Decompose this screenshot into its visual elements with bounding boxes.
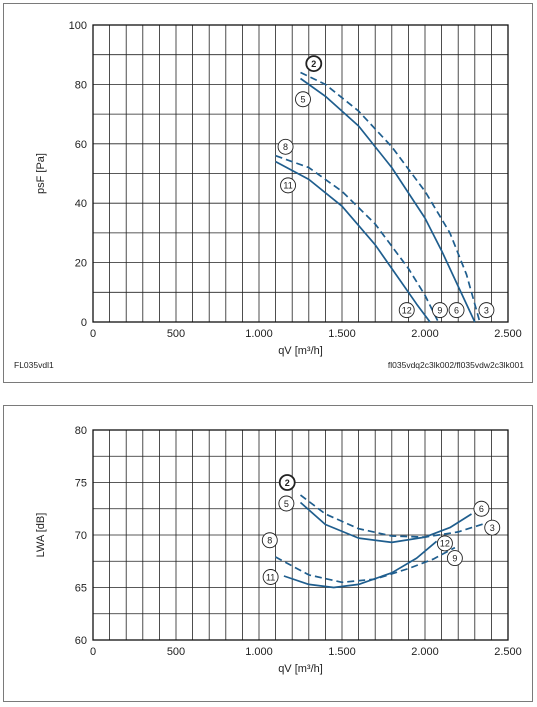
y-tick-label: 70	[75, 530, 87, 542]
x-axis-label: qV [m³/h]	[278, 345, 323, 357]
callout-label: 2	[311, 59, 316, 69]
callout-label: 3	[490, 523, 495, 533]
callout-circle	[277, 138, 294, 155]
x-tick-label: 1.000	[245, 328, 273, 340]
solid-curve	[299, 501, 472, 544]
y-tick-label: 75	[75, 478, 87, 490]
callout-label: 6	[479, 504, 484, 514]
callout-circle	[431, 302, 448, 319]
y-tick-label: 80	[75, 79, 87, 91]
dashed-curve	[275, 154, 440, 323]
dashed-curve	[299, 494, 489, 538]
solid-curve	[275, 160, 431, 323]
sound-chart-panel: 0 500 1.000 1.500 2.000 2.500 60 65 70 75 80 qV [m³…	[3, 405, 533, 702]
callout-label: 11	[266, 572, 275, 582]
callout-circle	[478, 302, 495, 319]
pressure-chart: 0 500 1.000 1.500 2.000 2.500 0 20 40 60 80 100 qV […	[14, 20, 524, 370]
footer-right-code: fl035vdq2c3lk002/fl035vdw2c3lk001	[388, 360, 524, 370]
grid	[93, 25, 508, 322]
callout-label: 3	[484, 305, 489, 315]
plot-frame	[92, 429, 509, 641]
y-tick-label: 20	[75, 258, 87, 270]
callout-label: 2	[285, 478, 290, 488]
callout-circle	[262, 569, 279, 585]
callout-circle	[448, 302, 465, 319]
callout-circle	[278, 495, 295, 512]
callout-label: 9	[452, 553, 457, 563]
y-tick-label: 65	[75, 583, 87, 595]
y-tick-label: 60	[75, 635, 87, 647]
x-tick-label: 2.000	[411, 646, 439, 658]
x-tick-label: 500	[167, 328, 185, 340]
callout-circle	[305, 55, 323, 73]
callouts: 2 5 8 11 12 9 6 3	[277, 55, 495, 319]
plot-frame	[92, 24, 509, 323]
grid	[93, 430, 508, 640]
x-tick-label: 0	[90, 646, 96, 658]
callout-label: 9	[437, 305, 442, 315]
callout-circle	[484, 519, 501, 536]
y-axis-label: psF [Pa]	[35, 153, 47, 194]
x-tick-label: 2.500	[494, 328, 522, 340]
callout-circle	[261, 532, 278, 549]
x-tick-label: 1.500	[328, 328, 356, 340]
callouts: 2 5 8 11 129 63	[261, 474, 501, 585]
x-tick-label: 0	[90, 328, 96, 340]
curves	[275, 71, 481, 323]
x-tick-label: 1.500	[328, 646, 356, 658]
callout-circle	[280, 177, 296, 194]
y-tick-label: 60	[75, 139, 87, 151]
callout-label: 5	[284, 499, 289, 509]
curves	[275, 494, 489, 589]
x-tick-label: 500	[167, 646, 185, 658]
callout-label: 12	[440, 539, 450, 549]
callout-label: 6	[454, 305, 459, 315]
x-axis-label: qV [m³/h]	[278, 663, 323, 675]
callout-circle	[436, 535, 453, 552]
y-tick-label: 100	[69, 20, 87, 32]
dashed-curve	[275, 546, 456, 584]
callout-circle	[446, 550, 463, 567]
callout-label: 5	[300, 95, 305, 105]
pressure-chart-panel: 0 500 1.000 1.500 2.000 2.500 0 20 40 60 80 100 qV […	[3, 3, 533, 383]
x-tick-label: 2.000	[411, 328, 439, 340]
dashed-curve	[300, 71, 481, 323]
footer-left-code: FL035vdl1	[14, 360, 54, 370]
callout-circle	[278, 474, 296, 491]
callout-circle	[473, 500, 490, 517]
callout-label: 8	[267, 536, 272, 546]
solid-curve	[300, 77, 476, 323]
callout-label: 12	[402, 305, 412, 315]
x-tick-label: 2.500	[494, 646, 522, 658]
y-tick-label: 0	[81, 317, 87, 329]
callout-circle	[295, 91, 311, 108]
callout-label: 8	[283, 142, 288, 152]
solid-curve	[283, 540, 438, 589]
y-axis-label: LWA [dB]	[35, 513, 47, 558]
x-tick-label: 1.000	[245, 646, 273, 658]
y-tick-label: 40	[75, 198, 87, 210]
y-tick-label: 80	[75, 425, 87, 437]
callout-label: 11	[283, 181, 292, 191]
callout-circle	[398, 302, 415, 319]
